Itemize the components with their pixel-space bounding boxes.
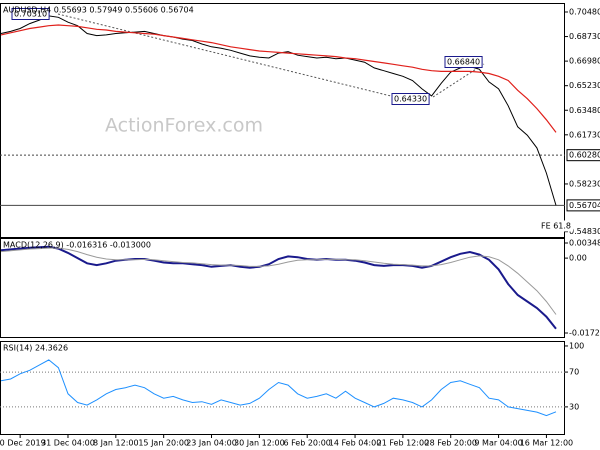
x-tick-label: 8 Jan 12:00 — [93, 439, 139, 448]
level-label-box — [566, 149, 600, 162]
annotation: 0.66840 — [447, 58, 480, 67]
y-tick-label: 30 — [569, 402, 579, 411]
x-tick-label: 6 Feb 20:00 — [284, 439, 331, 448]
series-line — [0, 359, 557, 417]
y-tick-label: 0.68730 — [569, 32, 600, 41]
y-tick-label: 100 — [569, 341, 584, 350]
level-label: 0.60280 — [569, 151, 600, 160]
y-tick-label: 70 — [569, 368, 579, 377]
watermark: ActionForex.com — [105, 115, 263, 137]
y-tick-label: -0.017259 — [569, 329, 600, 338]
x-tick-label: 16 Mar 12:00 — [520, 439, 573, 448]
series-line — [0, 24, 557, 133]
annotation-box — [391, 93, 430, 105]
x-tick-label: 21 Feb 12:00 — [377, 439, 429, 448]
annotation: FE 61.8 — [541, 222, 571, 231]
x-tick-label: 23 Jan 04:00 — [186, 439, 237, 448]
x-tick-label: 20 Dec 2019 — [0, 439, 46, 448]
series-line — [0, 247, 557, 315]
y-tick-label: 0.58230 — [569, 179, 600, 188]
x-tick-label: 14 Feb 04:00 — [329, 439, 381, 448]
y-tick-label: 0.00 — [569, 254, 587, 263]
x-tick-label: 15 Jan 20:00 — [138, 439, 189, 448]
x-tick-label: 28 Feb 20:00 — [424, 439, 476, 448]
y-tick-label: 0.66980 — [569, 57, 600, 66]
y-tick-label: 0.70480 — [569, 7, 600, 16]
annotation: 0.70310 — [14, 10, 47, 19]
panel-title: MACD(12,26,9) -0.016316 -0.013000 — [3, 241, 151, 250]
level-label-box — [566, 199, 600, 212]
y-tick-label: 0.63480 — [569, 106, 600, 115]
x-tick-label: 31 Dec 04:00 — [41, 439, 95, 448]
panel-frame — [0, 341, 565, 435]
x-tick-label: 30 Jan 12:00 — [234, 439, 285, 448]
y-tick-label: 0.54830 — [569, 227, 600, 236]
panel-title: AUDUSD,H4 0.55693 0.57949 0.55606 0.5670… — [3, 6, 194, 15]
series-line — [0, 245, 557, 330]
annotation-box — [444, 56, 483, 68]
annotation-box — [11, 8, 50, 20]
annotation-box — [539, 220, 574, 232]
y-tick-label: 0.65230 — [569, 81, 600, 90]
x-tick-label: 9 Mar 04:00 — [474, 439, 522, 448]
annotation: 0.64330 — [394, 95, 427, 104]
panel-title: RSI(14) 24.3626 — [3, 344, 68, 353]
panel-frame — [0, 238, 565, 338]
panel-frame — [0, 3, 565, 238]
level-label: 0.56704 — [569, 201, 600, 210]
trend-line — [57, 13, 396, 98]
y-tick-label: 0.61730 — [569, 130, 600, 139]
y-tick-label: 0.003483 — [569, 238, 600, 247]
